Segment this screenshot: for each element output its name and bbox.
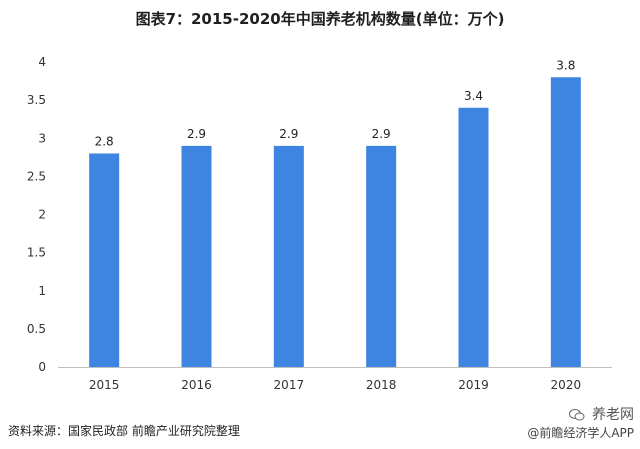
chart-title: 图表7：2015-2020年中国养老机构数量(单位：万个) bbox=[135, 10, 505, 28]
axis-layer: 0 0.5 1 1.5 2 2.5 3 3.5 4 2015 2016 2017 2018 2019 202… bbox=[27, 55, 612, 392]
y-tick-label: 1 bbox=[38, 284, 46, 298]
bar-2017 bbox=[273, 145, 304, 367]
y-tick-label: 2 bbox=[38, 208, 46, 222]
bar-2019 bbox=[458, 107, 489, 367]
bar-2018 bbox=[366, 145, 397, 367]
wechat-icon bbox=[568, 408, 585, 420]
x-tick-label: 2016 bbox=[181, 378, 212, 392]
x-tick-label: 2015 bbox=[89, 378, 120, 392]
bar-2020 bbox=[550, 77, 581, 367]
x-tick-label: 2017 bbox=[274, 378, 305, 392]
data-label-2016: 2.9 bbox=[187, 127, 206, 141]
signature-block: 养老网 @前瞻经济学人APP bbox=[527, 404, 634, 441]
x-tick-label: 2019 bbox=[458, 378, 489, 392]
data-label-2015: 2.8 bbox=[95, 135, 114, 149]
label-layer: 2.8 2.9 2.9 2.9 3.4 3.8 bbox=[95, 58, 576, 148]
y-tick-label: 1.5 bbox=[27, 246, 46, 260]
data-label-2018: 2.9 bbox=[372, 127, 391, 141]
data-label-2019: 3.4 bbox=[464, 89, 483, 103]
y-tick-label: 0.5 bbox=[27, 322, 46, 336]
source-note: 资料来源：国家民政部 前瞻产业研究院整理 bbox=[8, 424, 240, 438]
x-tick-label: 2020 bbox=[551, 378, 582, 392]
y-tick-label: 2.5 bbox=[27, 169, 46, 183]
bar-layer bbox=[89, 77, 581, 367]
x-tick-label: 2018 bbox=[366, 378, 397, 392]
data-label-2020: 3.8 bbox=[556, 58, 575, 72]
wechat-account: 养老网 bbox=[527, 404, 634, 424]
signature: @前瞻经济学人APP bbox=[527, 426, 634, 440]
y-tick-label: 4 bbox=[38, 55, 46, 69]
bar-2015 bbox=[89, 153, 120, 367]
y-tick-label: 3 bbox=[38, 131, 46, 145]
y-tick-label: 0 bbox=[38, 360, 46, 374]
y-tick-label: 3.5 bbox=[27, 93, 46, 107]
bar-2016 bbox=[181, 145, 212, 367]
wechat-name: 养老网 bbox=[592, 407, 634, 423]
data-label-2017: 2.9 bbox=[279, 127, 298, 141]
